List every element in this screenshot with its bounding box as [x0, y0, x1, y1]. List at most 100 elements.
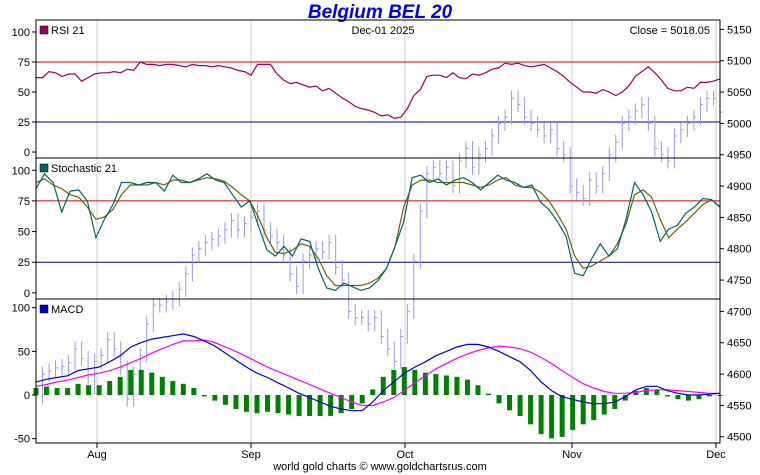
macd-signal-line [35, 339, 720, 407]
macd-histogram-bar [696, 395, 702, 400]
legend-swatch [39, 163, 49, 173]
x-tick-label: Nov [562, 449, 582, 461]
macd-histogram-bar [338, 395, 344, 414]
indicator-tick-label: 100 [12, 303, 30, 315]
indicator-tick-label: 75 [18, 196, 30, 208]
x-tick-label: Oct [396, 449, 413, 461]
indicator-tick-label: 100 [12, 27, 30, 39]
indicator-tick-label: 25 [18, 117, 30, 129]
macd-histogram-bar [464, 379, 470, 395]
indicator-tick-label: 0 [24, 288, 30, 300]
macd-histogram-bar [117, 376, 123, 395]
macd-histogram-bar [317, 395, 323, 416]
stochastic-d-line [35, 176, 721, 287]
macd-histogram-bar [443, 375, 449, 395]
macd-histogram-bar [475, 385, 481, 395]
close-label: Close = 5018.05 [630, 25, 710, 37]
price-tick-label: 4650 [727, 338, 751, 350]
macd-histogram-bar [380, 376, 386, 395]
panel-legend-label: RSI 21 [51, 25, 85, 37]
macd-histogram-bar [65, 388, 71, 395]
macd-histogram-bar [580, 395, 586, 425]
macd-histogram-bar [107, 381, 113, 395]
macd-histogram-bar [664, 395, 670, 397]
macd-histogram-bar [212, 395, 218, 401]
price-tick-label: 4700 [727, 306, 751, 318]
macd-histogram-bar [307, 395, 313, 416]
indicator-tick-label: 75 [18, 57, 30, 69]
macd-histogram-bar [86, 385, 92, 395]
macd-histogram-bar [454, 376, 460, 395]
grid-layer [36, 20, 720, 443]
x-tick-label: Dec [706, 449, 726, 461]
macd-histogram-bar [485, 393, 491, 395]
rsi-line [36, 61, 721, 120]
macd-histogram-bar [44, 386, 50, 395]
macd-histogram-bar [265, 395, 271, 412]
date-label: Dec-01 2025 [352, 25, 415, 37]
macd-histogram-bar [401, 367, 407, 395]
indicator-tick-label: 100 [12, 165, 30, 177]
macd-histogram-bar [675, 395, 681, 400]
macd-histogram-bar [685, 395, 691, 401]
macd-histogram-bar [54, 388, 60, 395]
chart-title: Belgium BEL 20 [307, 2, 453, 23]
indicator-tick-label: 50 [18, 227, 30, 239]
macd-histogram-bar [549, 395, 555, 439]
price-tick-label: 4950 [727, 150, 751, 162]
macd-histogram-bar [170, 381, 176, 395]
price-tick-label: 5050 [727, 87, 751, 99]
price-tick-label: 4800 [727, 244, 751, 256]
price-tick-label: 5000 [727, 118, 751, 130]
macd-histogram-bar [528, 395, 534, 425]
macd-histogram-bar [96, 385, 102, 395]
macd-histogram-bar [328, 395, 334, 416]
macd-histogram-bar [422, 372, 428, 395]
indicator-tick-label: 50 [18, 346, 30, 358]
price-tick-label: 4750 [727, 275, 751, 287]
macd-histogram-bar [159, 376, 165, 395]
indicator-tick-label: 0 [24, 147, 30, 159]
price-tick-label: 4600 [727, 369, 751, 381]
panel-legend-label: MACD [51, 304, 83, 316]
indicator-tick-label: 25 [18, 257, 30, 269]
macd-histogram-bar [622, 395, 628, 401]
price-tick-label: 5100 [727, 56, 751, 68]
macd-histogram-bar [233, 395, 239, 409]
macd-histogram-bar [275, 395, 281, 414]
macd-histogram-bar [654, 389, 660, 395]
macd-histogram-bar [359, 395, 365, 404]
price-tick-label: 4550 [727, 400, 751, 412]
footer-credit: world gold charts © www.goldchartsrus.co… [273, 461, 487, 473]
macd-histogram-bar [559, 395, 565, 437]
panel-frame [35, 298, 721, 444]
macd-histogram-bar [286, 395, 292, 415]
indicator-tick-label: 50 [18, 87, 30, 99]
price-tick-label: 5150 [727, 24, 751, 36]
macd-histogram-bar [222, 395, 228, 405]
macd-histogram-bar [507, 395, 513, 411]
x-tick-label: Sep [241, 449, 261, 461]
macd-histogram-bar [149, 372, 155, 395]
macd-histogram-bar [191, 388, 197, 395]
price-tick-label: 4900 [727, 181, 751, 193]
macd-histogram-bar [243, 395, 249, 412]
macd-histogram-bar [254, 395, 260, 414]
macd-histogram-bar [75, 383, 81, 395]
stochastic-k-line [35, 172, 721, 292]
panel-legend-label: Stochastic 21 [51, 163, 117, 175]
legend-swatch [39, 304, 49, 314]
price-tick-label: 4850 [727, 212, 751, 224]
price-tick-label: 4500 [727, 432, 751, 444]
macd-histogram-bar [706, 395, 712, 397]
price-bars-layer [35, 90, 723, 407]
macd-histogram-bar [201, 395, 207, 397]
macd-histogram-bar [128, 369, 134, 395]
indicator-tick-label: 0 [24, 390, 30, 402]
macd-histogram-bar [496, 395, 502, 404]
series-layer [33, 61, 723, 439]
macd-histogram-bar [570, 395, 576, 430]
macd-histogram-bar [591, 395, 597, 421]
panel-frame [35, 19, 721, 159]
